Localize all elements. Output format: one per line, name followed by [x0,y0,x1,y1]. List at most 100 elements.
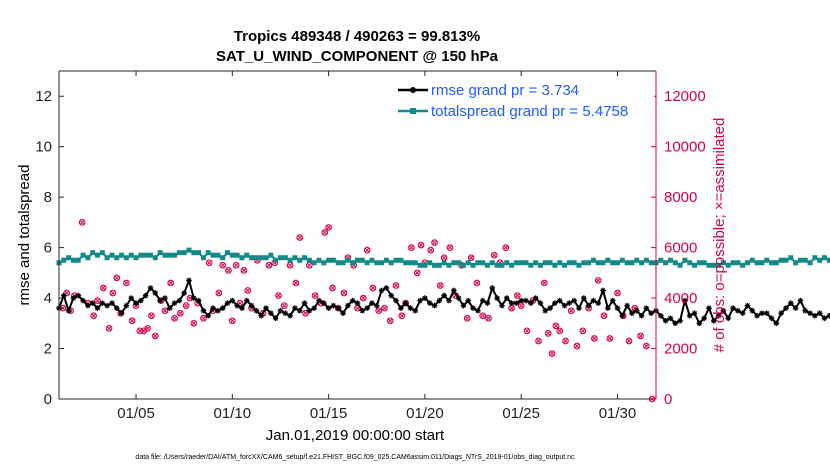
spread-point [340,260,346,266]
rmse-point [335,305,342,311]
rmse-point [667,315,674,322]
obs-count-point [182,302,190,309]
obs-count-point [161,307,169,315]
x-axis-ticks: 01/05 01/10 01/15 01/20 01/25 01/30 [117,71,636,422]
obs-count-point [446,244,454,251]
obs-count-point [535,337,542,345]
spread-point [239,255,245,261]
rmse-point [316,297,322,304]
rmse-point [277,307,284,314]
spread-point [629,260,635,266]
obs-count-point [151,332,159,340]
legend-box [394,78,654,122]
x-tick-label: 01/10 [214,405,252,422]
rmse-point [648,310,654,317]
spread-point [595,260,601,266]
spread-point [162,252,168,258]
spread-point [720,260,726,266]
spread-point [330,257,336,263]
spread-point [465,260,471,266]
spread-point [619,257,625,263]
obs-count-point [637,332,644,340]
rmse-point [812,312,818,319]
spread-point [138,252,144,258]
rmse-point [113,305,120,311]
rmse-point [243,297,250,304]
rmse-point [349,297,356,304]
rmse-point [720,307,727,314]
rmse-point [624,302,630,309]
rmse-point [398,305,404,311]
rmse-point [181,290,187,296]
spread-point [730,260,736,266]
spread-point [316,257,322,263]
spread-point [624,260,630,266]
rmse-point [503,295,510,301]
rmse-point [200,307,207,314]
rmse-point [70,295,77,301]
spread-point [335,260,341,266]
spread-point [634,257,640,263]
rmse-point [354,300,361,306]
rmse-point [195,297,202,304]
rmse-point [585,302,592,309]
spread-point [451,260,457,266]
y-axis-right-label: # of obs: o=possible; ×=assimilated [711,118,728,353]
rmse-point [446,297,452,304]
obs-count-point [302,309,309,317]
spread-point [701,260,707,266]
y-axis-left-ticks: 0 2 4 6 8 10 12 [35,88,64,408]
spread-point [773,260,779,266]
spread-point [176,250,182,256]
rmse-point [61,292,67,299]
rmse-point [470,305,476,311]
obs-count-point [325,224,332,231]
rmse-point [393,297,399,304]
obs-count-point [225,266,232,274]
rmse-point [75,292,82,299]
rmse-point [730,305,736,311]
spread-point [581,260,587,266]
rmse-point [571,297,577,304]
rmse-point [311,305,317,311]
spread-point [123,255,129,261]
rmse-point [556,297,563,304]
rmse-point [816,310,823,317]
spread-point [509,262,515,268]
spread-point [460,262,466,268]
rmse-point [532,295,539,301]
spread-point [552,262,558,268]
rmse-point [253,307,260,314]
spread-point [523,260,529,266]
spread-point [441,260,447,266]
rmse-point [263,305,269,311]
rmse-point [523,297,529,304]
rmse-point [691,310,698,317]
spread-point [321,260,327,266]
spread-point [605,257,611,263]
spread-point [696,260,702,266]
x-tick-label: 01/05 [117,405,155,422]
obs-count-point [513,292,521,299]
obs-count-point [548,350,556,357]
rmse-point [643,305,650,311]
obs-count-point [614,289,621,297]
obs-count-point [594,277,602,284]
spread-point [61,257,67,263]
rmse-point [455,295,462,301]
spread-point [456,260,462,266]
rmse-point [489,285,496,291]
obs-count-point [386,317,394,325]
rmse-point [229,297,236,304]
rmse-point [205,312,212,319]
rmse-point [186,277,192,284]
obs-count-point [436,282,444,289]
spread-point [547,260,553,266]
x-tick-label: 01/30 [599,405,637,422]
spread-point [244,252,250,258]
rmse-point [239,305,245,311]
obs-count-point [113,274,121,282]
rmse-point [65,307,72,314]
spread-point [80,252,86,258]
